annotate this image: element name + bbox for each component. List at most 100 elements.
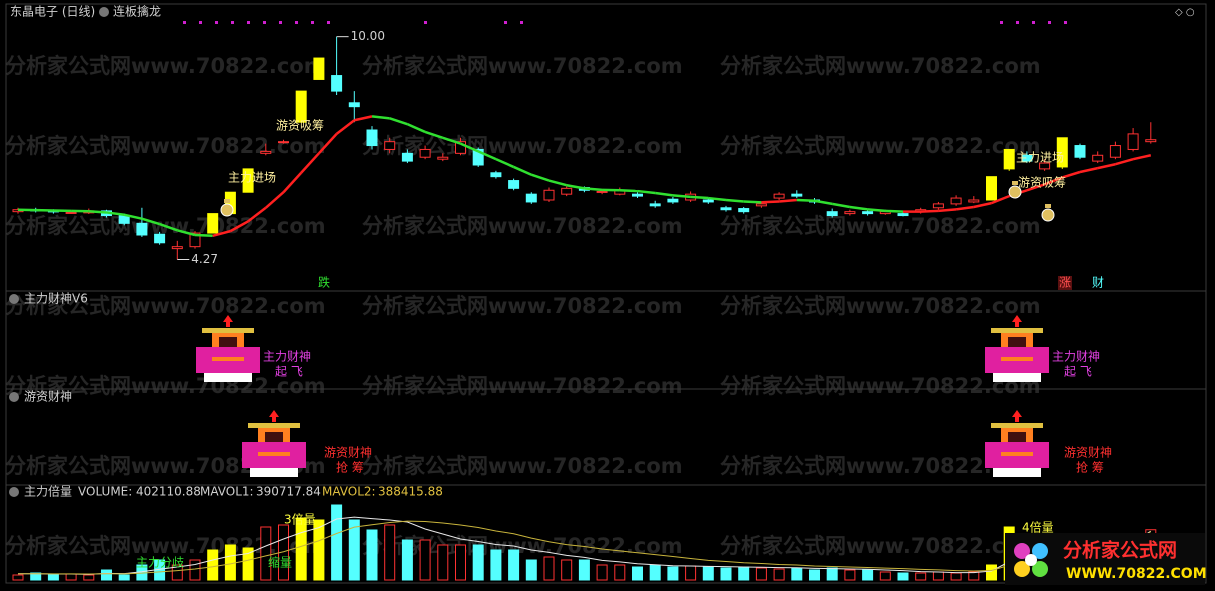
ma-segment — [1097, 163, 1116, 170]
volume-label: VOLUME: — [78, 485, 132, 499]
signal-label: 游资财神 — [324, 446, 372, 460]
ma-segment — [477, 150, 497, 161]
volume-bar — [773, 568, 785, 581]
ma-segment — [725, 198, 744, 203]
ma-segment — [548, 179, 568, 187]
wealth-figure — [242, 410, 306, 477]
candle-body — [667, 198, 679, 203]
volume-bar — [915, 572, 927, 581]
signal-dot — [311, 21, 314, 24]
volume-bar — [331, 504, 343, 581]
logo-petal — [1014, 561, 1030, 577]
volume-bar — [207, 549, 219, 581]
signal-label: 主力进场 — [228, 171, 276, 185]
labels: 主力进场 游资吸筹 主力进场 游资吸筹 跌 涨 财 主力财神 起 飞 主力财神 … — [136, 119, 1112, 570]
signal-label: 主力分歧 — [136, 556, 184, 570]
wealth-figure — [985, 315, 1049, 382]
ma-segment — [229, 220, 249, 233]
base — [993, 373, 1041, 382]
arrow — [269, 410, 279, 422]
signal-label: 财 — [1092, 276, 1104, 290]
candle-body — [154, 233, 166, 244]
signal-dot — [215, 21, 218, 24]
logo-title: 分析家公式网 — [1063, 539, 1177, 562]
candle-body — [844, 211, 856, 215]
arrow — [223, 315, 233, 327]
volume-bar — [189, 559, 201, 581]
ma-segment — [194, 233, 213, 238]
ma-segment — [672, 194, 691, 199]
candle-body — [366, 129, 378, 147]
watermark: 分析家公式网www.70822.com — [5, 134, 326, 158]
signal-label: 起 飞 — [275, 365, 303, 379]
logo-url: WWW.70822.COM — [1066, 566, 1207, 582]
ma-segment — [1061, 170, 1081, 179]
menu-icon[interactable] — [99, 7, 109, 17]
volume-bar — [720, 567, 732, 581]
signal-label: 跌 — [318, 275, 330, 290]
signal-dot — [231, 21, 234, 24]
volume-bar — [508, 549, 520, 581]
ma-segment — [1132, 154, 1152, 161]
logo-center — [1025, 554, 1037, 566]
volume-bar — [101, 569, 112, 581]
candle-body — [260, 150, 272, 154]
candle-body — [1127, 133, 1139, 150]
face — [265, 432, 283, 442]
volume-bar — [826, 567, 838, 581]
watermark: 分析家公式网www.70822.com — [5, 374, 326, 398]
mavol1-label: MAVOL1: — [200, 485, 254, 499]
candle-body — [720, 207, 732, 211]
candle-body — [525, 193, 537, 203]
signal-dot — [1048, 21, 1051, 24]
candle-body — [1003, 148, 1015, 170]
hat — [991, 423, 1043, 428]
money-bag-top — [224, 199, 230, 203]
ma-segment — [920, 209, 939, 213]
candle-body — [632, 193, 643, 197]
volume-bar — [12, 574, 24, 581]
ma-segment — [1026, 183, 1045, 192]
candle-body — [401, 152, 413, 162]
volume-bar — [862, 569, 874, 581]
ma-segment — [459, 142, 479, 153]
ma-segment — [212, 229, 231, 237]
candle-body — [331, 75, 343, 92]
candle-body — [313, 57, 325, 80]
candle-body — [207, 213, 219, 234]
candle-body — [136, 222, 148, 236]
ma-segment — [973, 201, 992, 209]
signal-label: 游资财神 — [1064, 446, 1112, 460]
wealth-figure — [196, 315, 260, 382]
corner-icon[interactable]: ◇ ○ — [1175, 7, 1195, 18]
ma-segment — [176, 229, 196, 237]
ma-segment — [282, 171, 303, 194]
extreme-label: 4.27 — [191, 252, 218, 266]
volume-bar — [667, 566, 679, 581]
watermarks: 分析家公式网www.70822.com 分析家公式网www.70822.com 分析… — [5, 21, 1067, 558]
menu-icon[interactable] — [9, 487, 19, 497]
ma-segment — [690, 195, 709, 200]
volume-bar — [65, 573, 77, 581]
money-bag — [1041, 208, 1055, 222]
money-bag — [1008, 185, 1022, 199]
logo[interactable]: 分析家公式网 WWW.70822.COM — [1005, 533, 1207, 585]
volume-bar — [632, 566, 643, 581]
ma-segment — [354, 115, 373, 122]
candle-body — [897, 213, 909, 217]
volume-bar — [791, 567, 803, 581]
volume-bar — [596, 564, 608, 581]
money-bag — [220, 203, 234, 217]
ma-segment — [566, 183, 585, 190]
signal-dot — [295, 21, 298, 24]
menu-icon[interactable] — [9, 294, 19, 304]
indicator-name: 连板擒龙 — [113, 4, 161, 19]
face — [219, 337, 237, 347]
menu-icon[interactable] — [9, 392, 19, 402]
volume-bar — [897, 572, 909, 581]
extreme-label: 10.00 — [351, 29, 385, 43]
volume-bar — [30, 572, 42, 581]
ma-segment — [637, 189, 656, 195]
volume-bar — [525, 559, 537, 581]
